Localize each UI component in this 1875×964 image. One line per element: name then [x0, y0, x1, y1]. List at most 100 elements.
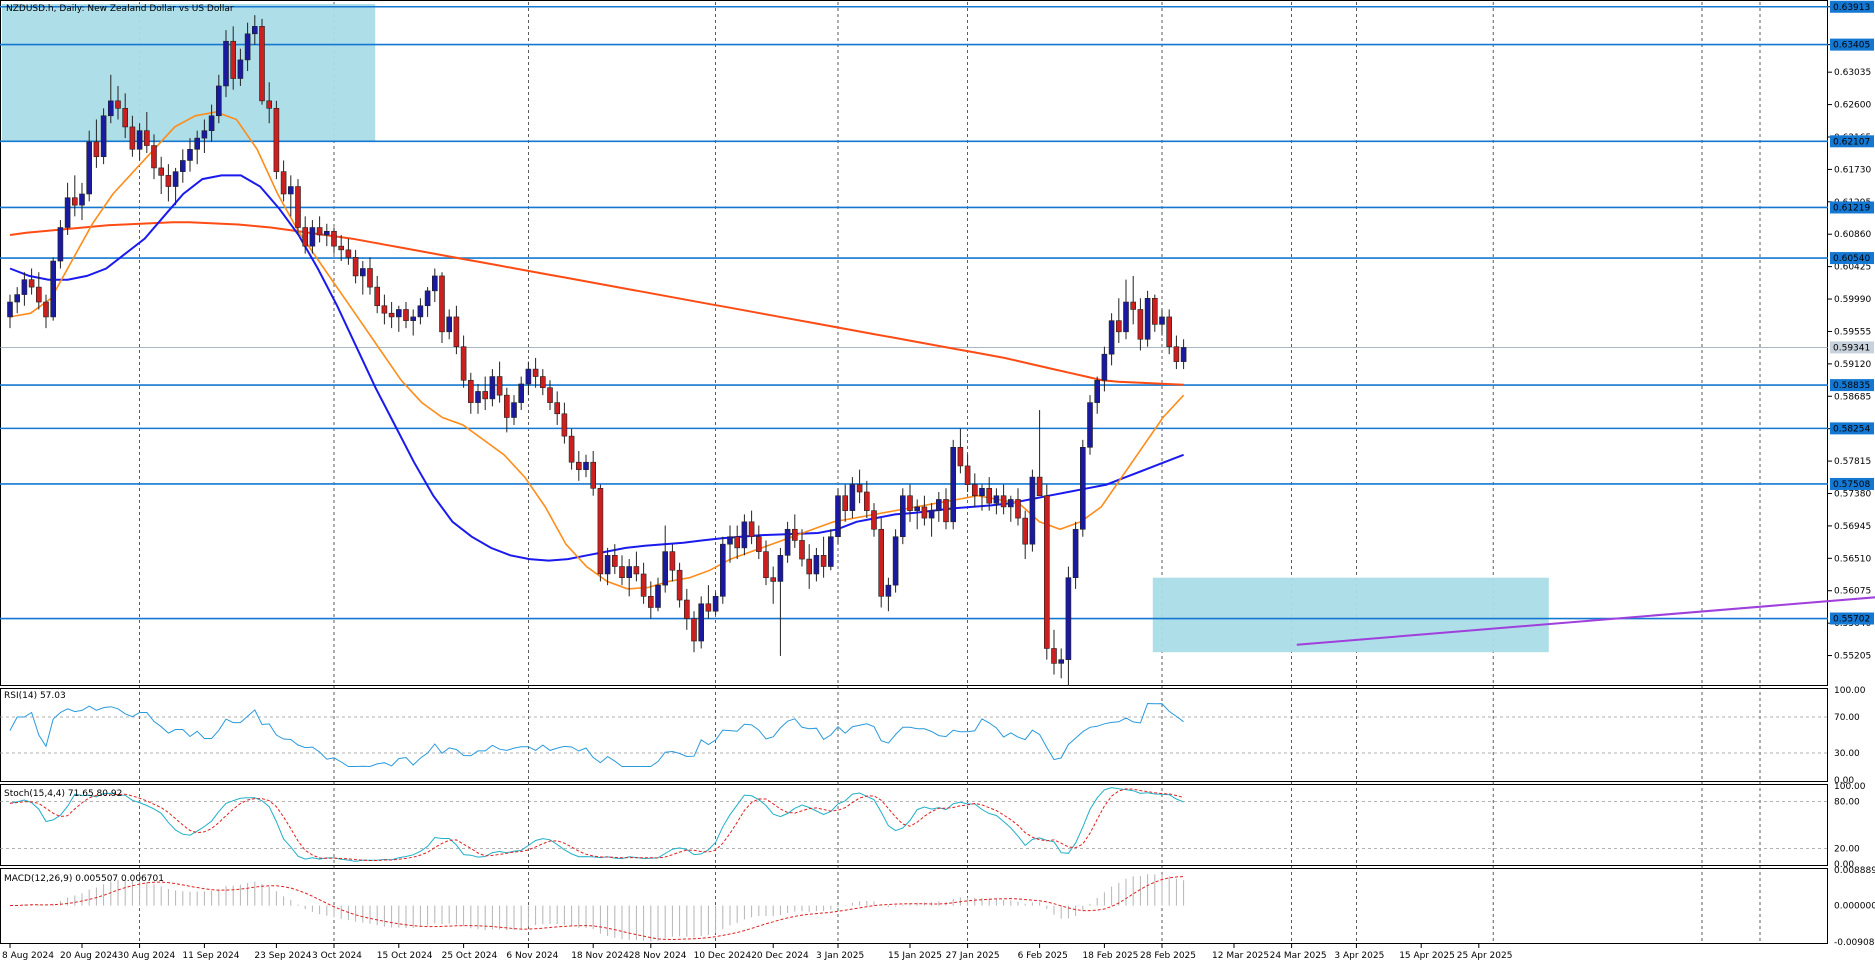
candle-body-155: [1123, 301, 1129, 333]
candle-body-90: [655, 584, 661, 608]
candle-body-123: [892, 536, 899, 586]
macd-tick-2: -0.009082: [1834, 938, 1875, 948]
candle-body-8: [64, 197, 71, 228]
price-tick-label-3: 0.62600: [1834, 101, 1871, 111]
panel-frame-2: [0, 784, 1828, 866]
candle-body-41: [302, 227, 309, 247]
candle-body-39: [287, 186, 294, 195]
candle-body-69: [503, 394, 510, 418]
chart-title: NZDUSD.h, Daily: New Zealand Dollar vs U…: [6, 4, 234, 14]
date-label-18: 28 Feb 2025: [1140, 951, 1196, 961]
candle-body-153: [1108, 320, 1115, 355]
candlesticks: [7, 15, 1187, 686]
price-tag-bg-8: [1830, 477, 1874, 490]
candle-body-67: [489, 376, 496, 400]
macd-label: MACD(12,26,9) 0.005507 0.006701: [4, 874, 164, 884]
candle-body-135: [979, 487, 985, 497]
candle-body-106: [770, 577, 777, 582]
candle-body-149: [1080, 447, 1086, 530]
candle-body-68: [496, 376, 503, 396]
candle-body-132: [957, 447, 964, 467]
price-tick-label-2: 0.63035: [1834, 68, 1871, 78]
candle-body-25: [187, 148, 193, 161]
price-tick-label-12: 0.58685: [1834, 392, 1871, 402]
candle-body-31: [230, 40, 236, 79]
candle-body-33: [244, 33, 251, 61]
date-label-15: 27 Jan 2025: [946, 951, 1000, 961]
candle-body-63: [460, 346, 467, 381]
candle-body-98: [712, 596, 719, 612]
candle-body-91: [662, 551, 669, 586]
candle-body-156: [1130, 301, 1136, 310]
price-tag-bg-3: [1830, 201, 1874, 214]
date-label-14: 15 Jan 2025: [888, 951, 942, 961]
candle-body-142: [1029, 476, 1036, 545]
rsi-tick-3: 0.00: [1834, 776, 1854, 786]
price-tag-2: 0.62107: [1833, 137, 1870, 147]
candle-body-139: [1007, 499, 1014, 508]
candle-body-147: [1065, 577, 1072, 660]
candle-body-85: [619, 566, 625, 578]
price-tick-label-7: 0.60860: [1834, 230, 1871, 240]
candle-body-14: [108, 100, 114, 117]
candle-body-50: [367, 268, 373, 288]
stoch-main-line: [9, 787, 1184, 862]
price-tag-bg-5: [1830, 341, 1874, 354]
candle-body-143: [1036, 476, 1043, 497]
candle-body-2: [21, 279, 28, 295]
candle-body-37: [273, 108, 280, 172]
candle-body-34: [252, 26, 258, 35]
candle-body-108: [784, 528, 791, 556]
ma-line-1: [9, 174, 1184, 562]
candle-body-129: [935, 499, 942, 511]
price-tag-5: 0.59341: [1833, 343, 1870, 353]
price-tag-0: 0.63913: [1833, 3, 1870, 13]
candle-body-59: [431, 275, 438, 292]
candle-body-20: [151, 145, 157, 169]
candle-body-146: [1058, 659, 1064, 664]
price-tag-4: 0.60540: [1833, 254, 1870, 264]
candle-body-6: [50, 260, 57, 318]
candle-body-136: [986, 487, 993, 504]
macd-panel: 0.008889 0.000000 -0.009082: [9, 866, 1875, 948]
price-tick-label-16: 0.56945: [1834, 522, 1871, 532]
rsi-label: RSI(14) 57.03: [4, 691, 66, 701]
candle-body-119: [863, 491, 870, 511]
zone-0: [2, 4, 376, 142]
candle-body-112: [813, 555, 820, 575]
candle-body-95: [691, 618, 697, 642]
candle-body-152: [1101, 353, 1108, 381]
stoch-tick-3: 0.00: [1834, 860, 1854, 870]
candle-body-9: [72, 197, 78, 206]
candle-body-15: [115, 100, 121, 109]
rsi-panel: 100.00 70.00 30.00 0.00: [0, 686, 1866, 786]
date-label-4: 23 Sep 2024: [254, 951, 311, 961]
candle-body-121: [878, 528, 885, 597]
candle-body-94: [683, 599, 690, 619]
ma-line-0: [9, 221, 1184, 386]
candle-body-27: [201, 130, 208, 139]
candle-body-101: [734, 536, 741, 549]
candle-body-107: [777, 555, 784, 582]
horizontal-levels[interactable]: [0, 5, 1828, 620]
candle-body-55: [403, 309, 409, 321]
price-tag-bg-2: [1830, 135, 1874, 148]
panel-frame-0: [0, 0, 1828, 686]
candle-body-44: [323, 230, 330, 236]
candle-body-22: [165, 175, 172, 187]
candle-body-11: [86, 141, 92, 195]
candle-body-10: [79, 193, 85, 206]
trendline[interactable]: [1296, 579, 1875, 646]
price-tag-bg-1: [1830, 38, 1874, 51]
candle-body-66: [482, 391, 489, 400]
stoch-tick-2: 20.00: [1834, 844, 1860, 854]
panel-frame-1: [0, 688, 1828, 782]
date-label-2: 30 Aug 2024: [118, 951, 176, 961]
candle-body-7: [57, 227, 64, 262]
candle-body-75: [547, 387, 553, 403]
candle-body-57: [417, 305, 424, 318]
candle-body-140: [1015, 499, 1021, 519]
date-label-17: 18 Feb 2025: [1082, 951, 1138, 961]
candle-body-144: [1044, 495, 1050, 649]
